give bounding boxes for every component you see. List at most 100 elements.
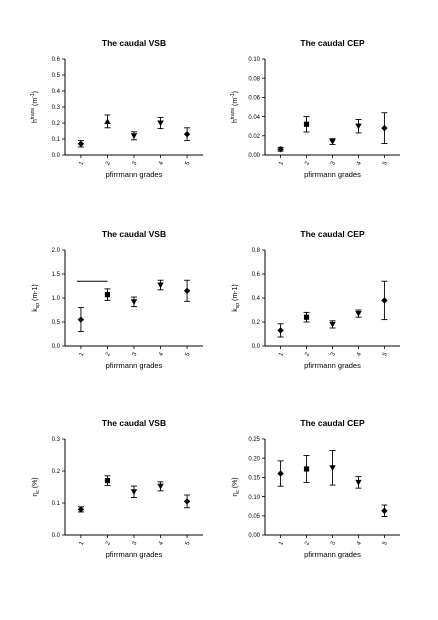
x-tick-label: 5 xyxy=(382,540,389,546)
x-tick-label: 1 xyxy=(278,540,285,546)
chart-title: The caudal VSB xyxy=(102,229,166,239)
data-point xyxy=(105,292,110,297)
x-axis-label: pfirrmann grades xyxy=(106,170,163,179)
x-tick-label: 4 xyxy=(158,351,165,357)
data-point xyxy=(329,322,335,328)
y-tick-label: 0.06 xyxy=(248,96,260,102)
y-tick-label: 0.5 xyxy=(52,320,61,326)
y-axis-label: ksp (m-1) xyxy=(32,284,41,311)
chart-title: The caudal CEP xyxy=(300,418,365,428)
data-point xyxy=(277,470,283,476)
x-axis-label: pfirrmann grades xyxy=(106,361,163,370)
y-tick-label: 0.0 xyxy=(252,344,261,350)
y-axis-label: ηc (%) xyxy=(232,477,241,496)
x-axis-label: pfirrmann grades xyxy=(106,550,163,559)
y-tick-label: 0.00 xyxy=(248,153,260,159)
y-tick-label: 0.04 xyxy=(248,115,260,121)
x-tick-label: 1 xyxy=(278,351,285,357)
data-point xyxy=(381,508,387,514)
chart-panel-3: The caudal VSB 0.0 0.5 1.0 1.5 2.0 1 2 3 4 5 pfirrm… xyxy=(32,229,203,370)
y-tick-label: 0.4 xyxy=(252,296,261,302)
x-tick-label: 2 xyxy=(105,351,112,357)
data-point xyxy=(184,131,190,137)
x-tick-label: 2 xyxy=(105,540,112,546)
data-point xyxy=(329,139,335,145)
x-tick-label: 4 xyxy=(356,351,363,357)
data-point xyxy=(131,133,137,139)
data-point xyxy=(104,118,110,124)
y-axis-label: ηc (%) xyxy=(32,477,41,496)
chart-title: The caudal VSB xyxy=(102,38,166,48)
y-tick-label: 0.6 xyxy=(252,272,261,278)
y-tick-label: 0.25 xyxy=(248,437,260,443)
x-tick-label: 5 xyxy=(185,351,192,357)
x-axis-label: pfirrmann grades xyxy=(304,550,361,559)
y-tick-label: 0.4 xyxy=(52,89,61,95)
y-axis-label: htrans (m-1) xyxy=(230,91,239,123)
y-tick-label: 0.3 xyxy=(52,437,61,443)
y-tick-label: 0.00 xyxy=(248,533,260,539)
chart-panel-6: The caudal CEP 0.00 0.05 0.10 0.15 0.20 0.25 1 2… xyxy=(232,418,400,559)
data-point xyxy=(184,498,190,504)
y-tick-label: 0.0 xyxy=(52,153,61,159)
chart-panel-1: The caudal VSB 0.0 0.1 0.2 0.3 0.4 0.5 0.6 1 2 3 4 5… xyxy=(30,38,203,179)
data-point xyxy=(381,297,387,303)
data-point xyxy=(78,316,84,322)
chart-title: The caudal CEP xyxy=(300,229,365,239)
data-point xyxy=(157,484,163,490)
x-tick-label: 1 xyxy=(278,160,285,166)
y-tick-label: 0.08 xyxy=(248,76,260,82)
x-tick-label: 4 xyxy=(356,160,363,166)
y-tick-label: 0.05 xyxy=(248,514,260,520)
x-axis-label: pfirrmann grades xyxy=(304,361,361,370)
x-tick-label: 5 xyxy=(185,160,192,166)
data-point xyxy=(355,311,361,317)
x-tick-label: 2 xyxy=(304,540,311,546)
x-tick-label: 4 xyxy=(158,160,165,166)
y-tick-label: 0.3 xyxy=(52,105,61,111)
x-tick-label: 1 xyxy=(79,351,86,357)
data-point xyxy=(304,122,309,127)
y-tick-label: 1.0 xyxy=(52,296,61,302)
y-tick-label: 0.0 xyxy=(52,344,61,350)
data-point xyxy=(381,125,387,131)
chart-panel-4: The caudal CEP 0.0 0.2 0.4 0.6 0.8 1 2 3 4 5 pfirrm… xyxy=(232,229,400,370)
y-tick-label: 0.1 xyxy=(52,501,61,507)
y-tick-label: 0.10 xyxy=(248,57,260,63)
x-tick-label: 5 xyxy=(382,160,389,166)
x-tick-label: 2 xyxy=(304,351,311,357)
y-tick-label: 0.8 xyxy=(252,248,261,254)
chart-title: The caudal CEP xyxy=(300,38,365,48)
data-point xyxy=(355,480,361,486)
data-point xyxy=(304,315,309,320)
y-axis-label: htrans (m-1) xyxy=(30,91,39,123)
x-tick-label: 1 xyxy=(79,160,86,166)
data-point xyxy=(78,141,84,147)
y-tick-label: 0.1 xyxy=(52,137,61,143)
x-tick-label: 2 xyxy=(105,160,112,166)
x-tick-label: 5 xyxy=(382,351,389,357)
x-tick-label: 3 xyxy=(132,540,139,546)
data-point xyxy=(355,124,361,130)
y-tick-label: 0.5 xyxy=(52,73,61,79)
y-tick-label: 0.2 xyxy=(52,469,61,475)
y-axis-label: ksp (m-1) xyxy=(232,284,241,311)
x-tick-label: 3 xyxy=(330,160,337,166)
data-point xyxy=(157,120,163,126)
x-tick-label: 3 xyxy=(330,351,337,357)
data-point xyxy=(131,299,137,305)
y-tick-label: 1.5 xyxy=(52,272,61,278)
data-point xyxy=(277,327,283,333)
y-tick-label: 0.6 xyxy=(52,57,61,63)
x-axis-label: pfirrmann grades xyxy=(304,170,361,179)
chart-panel-2: The caudal CEP 0.00 0.02 0.04 0.06 0.08 0.10 1 2… xyxy=(230,38,400,179)
x-tick-label: 3 xyxy=(330,540,337,546)
x-tick-label: 3 xyxy=(132,160,139,166)
y-tick-label: 2.0 xyxy=(52,248,61,254)
data-point xyxy=(157,282,163,288)
chart-title: The caudal VSB xyxy=(102,418,166,428)
x-tick-label: 3 xyxy=(132,351,139,357)
x-tick-label: 4 xyxy=(158,540,165,546)
data-point xyxy=(131,489,137,495)
